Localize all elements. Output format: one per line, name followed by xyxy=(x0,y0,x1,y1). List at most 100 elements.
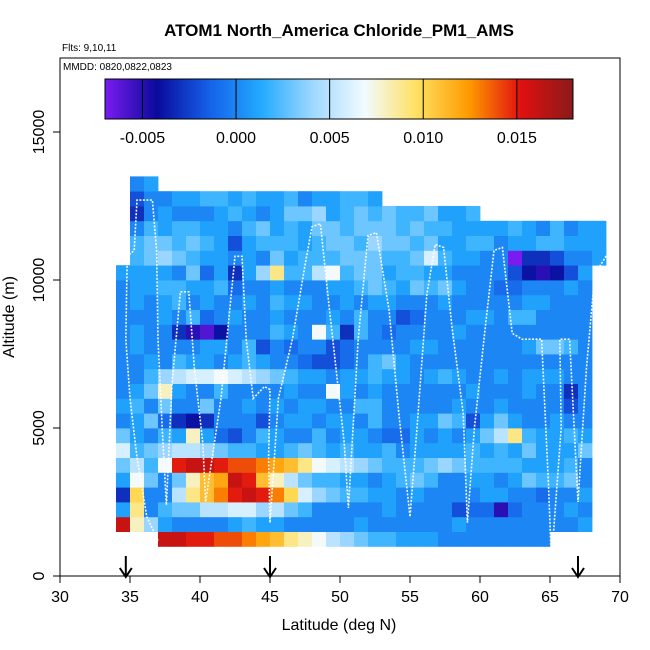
heatmap-cell xyxy=(424,206,439,222)
heatmap-cell xyxy=(382,324,397,340)
heatmap-cell xyxy=(270,206,285,222)
heatmap-cell xyxy=(522,383,537,399)
heatmap-cell xyxy=(186,294,201,310)
heatmap-cell xyxy=(270,250,285,266)
heatmap-cell xyxy=(494,368,509,384)
heatmap-cell xyxy=(424,235,439,251)
heatmap-cell xyxy=(452,487,467,503)
heatmap-cell xyxy=(536,487,551,503)
heatmap-cell xyxy=(298,324,313,340)
heatmap-cell xyxy=(200,502,215,518)
heatmap-cell xyxy=(200,250,215,266)
heatmap-cell xyxy=(438,472,453,488)
heatmap-cell xyxy=(452,428,467,444)
heatmap-cell xyxy=(424,502,439,518)
heatmap-cell xyxy=(508,339,523,355)
heatmap-cell xyxy=(508,265,523,281)
heatmap-cell xyxy=(298,265,313,281)
heatmap-cell xyxy=(508,428,523,444)
heatmap-cell xyxy=(228,383,243,399)
heatmap-cell xyxy=(368,280,383,296)
heatmap-cell xyxy=(130,428,145,444)
heatmap-cell xyxy=(130,235,145,251)
heatmap-cell xyxy=(508,413,523,429)
heatmap-cell xyxy=(480,383,495,399)
heatmap-cell xyxy=(396,442,411,458)
heatmap-cell xyxy=(480,487,495,503)
heatmap-cell xyxy=(480,457,495,473)
heatmap-cell xyxy=(186,220,201,236)
heatmap-cell xyxy=(340,294,355,310)
heatmap-cell xyxy=(214,472,229,488)
heatmap-cell xyxy=(214,516,229,532)
heatmap-cell xyxy=(396,502,411,518)
heatmap-cell xyxy=(172,398,187,414)
heatmap-cell xyxy=(368,442,383,458)
heatmap-cell xyxy=(522,442,537,458)
heatmap-cell xyxy=(536,309,551,325)
heatmap-cell xyxy=(340,265,355,281)
heatmap-cell xyxy=(452,472,467,488)
heatmap-cell xyxy=(508,280,523,296)
heatmap-cell xyxy=(410,265,425,281)
heatmap-cell xyxy=(480,294,495,310)
heatmap-cell xyxy=(494,354,509,370)
heatmap-cell xyxy=(214,206,229,222)
heatmap-cell xyxy=(186,413,201,429)
heatmap-cell xyxy=(130,516,145,532)
heatmap-cell xyxy=(130,265,145,281)
heatmap-cell xyxy=(242,383,257,399)
heatmap-cell xyxy=(270,354,285,370)
heatmap-cell xyxy=(480,368,495,384)
heatmap-cell xyxy=(172,442,187,458)
heatmap-cell xyxy=(438,442,453,458)
heatmap-cell xyxy=(480,502,495,518)
heatmap-cell xyxy=(326,487,341,503)
heatmap-cell xyxy=(396,398,411,414)
heatmap-cell xyxy=(298,206,313,222)
heatmap-cell xyxy=(354,235,369,251)
heatmap-cell xyxy=(466,502,481,518)
heatmap-cell xyxy=(368,339,383,355)
heatmap-cell xyxy=(508,531,523,547)
heatmap-cell xyxy=(424,457,439,473)
latitude-arrow xyxy=(118,556,133,579)
heatmap-cell xyxy=(256,457,271,473)
heatmap-cell xyxy=(410,487,425,503)
heatmap-cell xyxy=(256,502,271,518)
heatmap-cell xyxy=(186,502,201,518)
heatmap-cell xyxy=(270,280,285,296)
heatmap-cell xyxy=(438,398,453,414)
heatmap-cell xyxy=(564,428,579,444)
heatmap-cell xyxy=(480,472,495,488)
heatmap-cell xyxy=(382,220,397,236)
heatmap-cell xyxy=(452,368,467,384)
heatmap-cell xyxy=(298,339,313,355)
heatmap-cell xyxy=(158,220,173,236)
heatmap-cell xyxy=(326,383,341,399)
heatmap-cell xyxy=(368,502,383,518)
heatmap-cell xyxy=(564,265,579,281)
heatmap-cell xyxy=(214,235,229,251)
heatmap-cell xyxy=(550,428,565,444)
heatmap-cell xyxy=(228,220,243,236)
heatmap-cell xyxy=(536,398,551,414)
heatmap-cell xyxy=(494,339,509,355)
heatmap-cell xyxy=(116,339,131,355)
heatmap-cell xyxy=(578,280,593,296)
heatmap-cell xyxy=(144,250,159,266)
heatmap-cell xyxy=(368,516,383,532)
heatmap-cell xyxy=(116,280,131,296)
y-axis-label: Altitude (m) xyxy=(1,276,18,358)
heatmap-cell xyxy=(396,206,411,222)
heatmap-cell xyxy=(494,502,509,518)
heatmap-cell xyxy=(172,191,187,207)
heatmap-cell xyxy=(452,516,467,532)
heatmap-cell xyxy=(354,398,369,414)
heatmap-cell xyxy=(242,220,257,236)
heatmap-cell xyxy=(550,398,565,414)
heatmap-cell xyxy=(494,235,509,251)
heatmap-cell xyxy=(522,250,537,266)
heatmap-cell xyxy=(270,531,285,547)
heatmap-cell xyxy=(312,265,327,281)
